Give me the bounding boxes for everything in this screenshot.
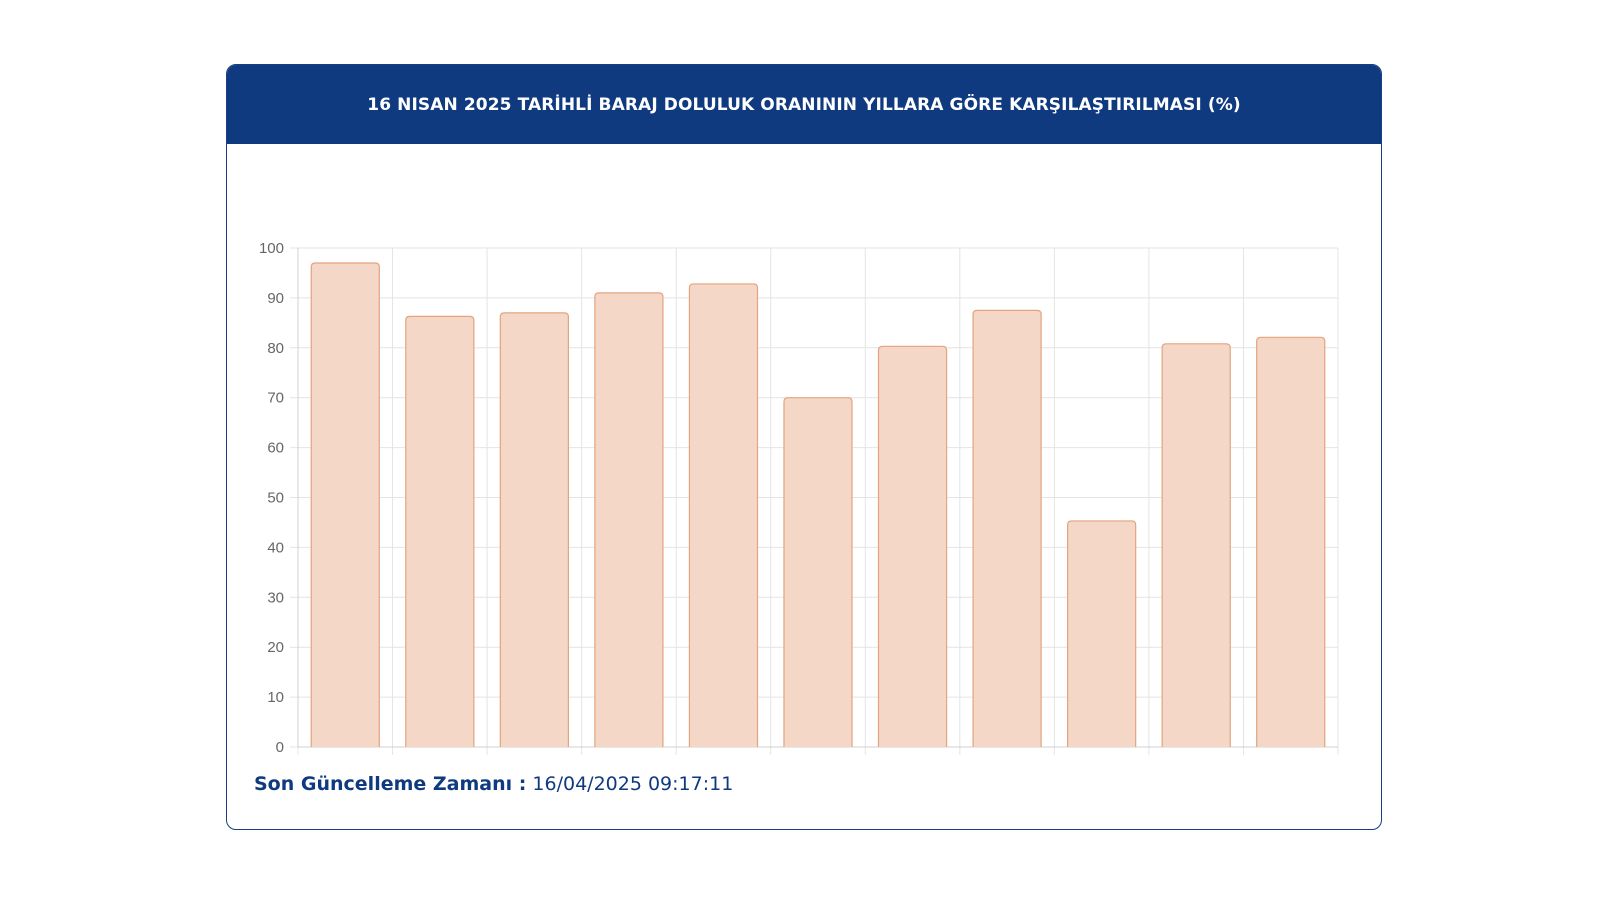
bar-16.04.2018 — [594, 292, 664, 747]
bar-16.04.2025 — [1256, 336, 1326, 747]
x-tick-label: 16.04.2023 — [1064, 763, 1139, 764]
last-update-label: Son Güncelleme Zamanı : — [254, 773, 527, 795]
y-tick-label: 100 — [259, 240, 284, 257]
y-tick-label: 70 — [267, 390, 284, 407]
last-update: Son Güncelleme Zamanı : 16/04/2025 09:17… — [254, 773, 733, 795]
x-tick-label: 16.04.2020 — [780, 763, 855, 764]
x-tick-label: 16.04.2019 — [686, 763, 761, 764]
bar-chart: 0 10 20 30 40 50 60 70 80 90 100 16.04.2015 16.04.20… — [259, 240, 1339, 764]
y-tick-label: 10 — [267, 689, 284, 706]
chart-card: 16 NISAN 2025 TARİHLİ BARAJ DOLULUK ORAN… — [226, 64, 1382, 830]
y-tick-label: 30 — [267, 589, 284, 606]
bar-16.04.2023 — [1067, 520, 1137, 747]
x-tick-label: 16.04.2022 — [970, 763, 1045, 764]
x-tick-label: 16.04.2017 — [497, 763, 572, 764]
card-header: 16 NISAN 2025 TARİHLİ BARAJ DOLULUK ORAN… — [227, 65, 1381, 144]
y-tick-label: 60 — [267, 440, 284, 457]
y-tick-label: 90 — [267, 290, 284, 307]
chart-area: 0 10 20 30 40 50 60 70 80 90 100 16.04.2015 16.04.20… — [227, 144, 1381, 764]
bar-16.04.2024 — [1161, 343, 1231, 747]
bar-16.04.2016 — [405, 315, 475, 747]
x-tick-label: 16.04.2024 — [1159, 763, 1234, 764]
bar-16.04.2015 — [310, 262, 380, 747]
last-update-value: 16/04/2025 09:17:11 — [532, 773, 734, 795]
chart-title: 16 NISAN 2025 TARİHLİ BARAJ DOLULUK ORAN… — [367, 94, 1241, 115]
bar-16.04.2019 — [688, 283, 759, 747]
bar-16.04.2021 — [877, 345, 948, 747]
y-tick-label: 80 — [267, 340, 284, 357]
y-tick-label: 40 — [267, 539, 284, 556]
y-tick-label: 0 — [276, 739, 284, 756]
bar-16.04.2020 — [783, 397, 853, 747]
x-tick-label: 16.04.2018 — [591, 763, 666, 764]
bar-16.04.2022 — [972, 309, 1042, 747]
x-tick-label: 16.04.2015 — [308, 763, 383, 764]
y-tick-label: 50 — [267, 490, 284, 507]
y-tick-label: 20 — [267, 639, 284, 656]
x-tick-label: 16.04.2021 — [875, 763, 950, 764]
x-tick-label: 16.04.2016 — [402, 763, 477, 764]
bar-16.04.2017 — [499, 312, 569, 747]
x-tick-label: 16.04.2025 — [1253, 763, 1328, 764]
